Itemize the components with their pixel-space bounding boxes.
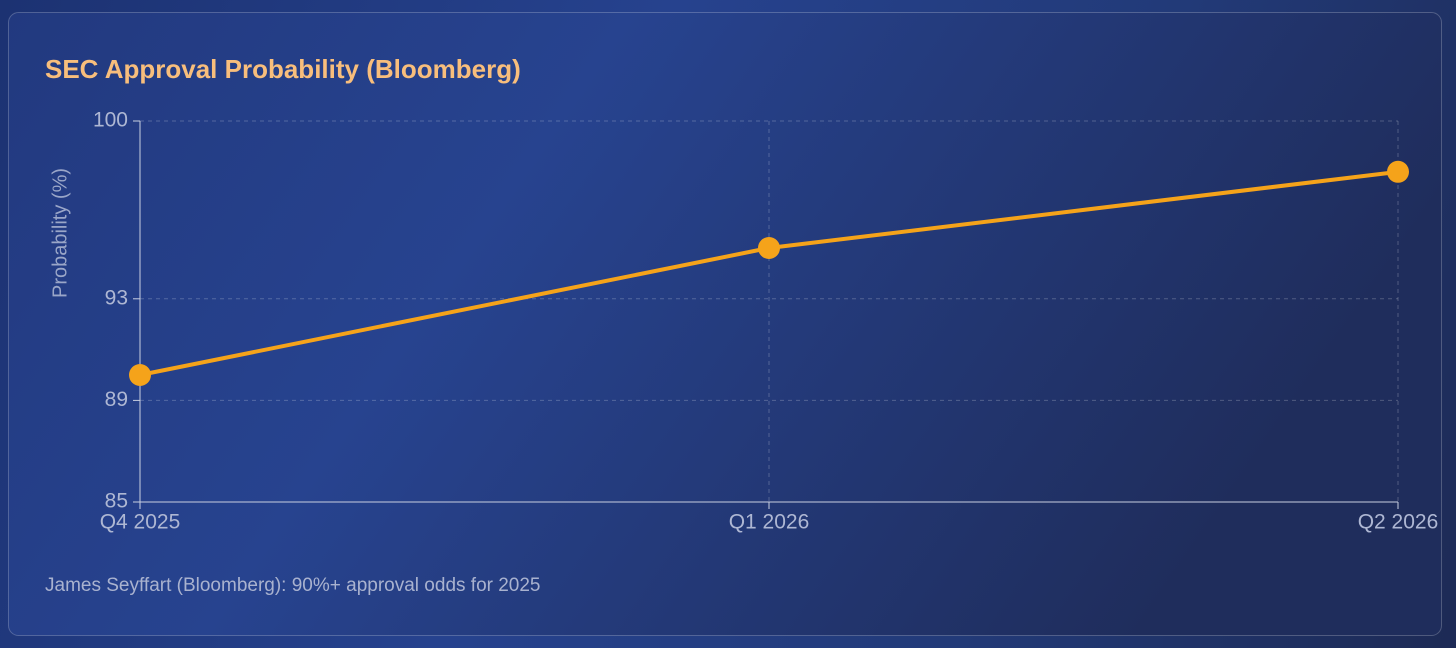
footnote: James Seyffart (Bloomberg): 90%+ approva… bbox=[45, 575, 541, 596]
y-tick-label: 100 bbox=[93, 109, 128, 132]
point bbox=[1387, 160, 1409, 183]
chart-title: SEC Approval Probability (Bloomberg) bbox=[45, 54, 521, 84]
y-tick-label: 85 bbox=[105, 490, 128, 513]
y-tick-label: 93 bbox=[105, 286, 128, 309]
x-tick-label: Q4 2025 bbox=[100, 511, 181, 534]
point bbox=[758, 237, 780, 259]
y-tick-label: 89 bbox=[105, 388, 128, 411]
y-axis-label: Probability (%) bbox=[49, 168, 71, 298]
card bbox=[8, 12, 1442, 636]
x-tick-label: Q2 2026 bbox=[1358, 511, 1439, 534]
x-tick-label: Q1 2026 bbox=[729, 511, 810, 534]
point bbox=[129, 364, 151, 386]
